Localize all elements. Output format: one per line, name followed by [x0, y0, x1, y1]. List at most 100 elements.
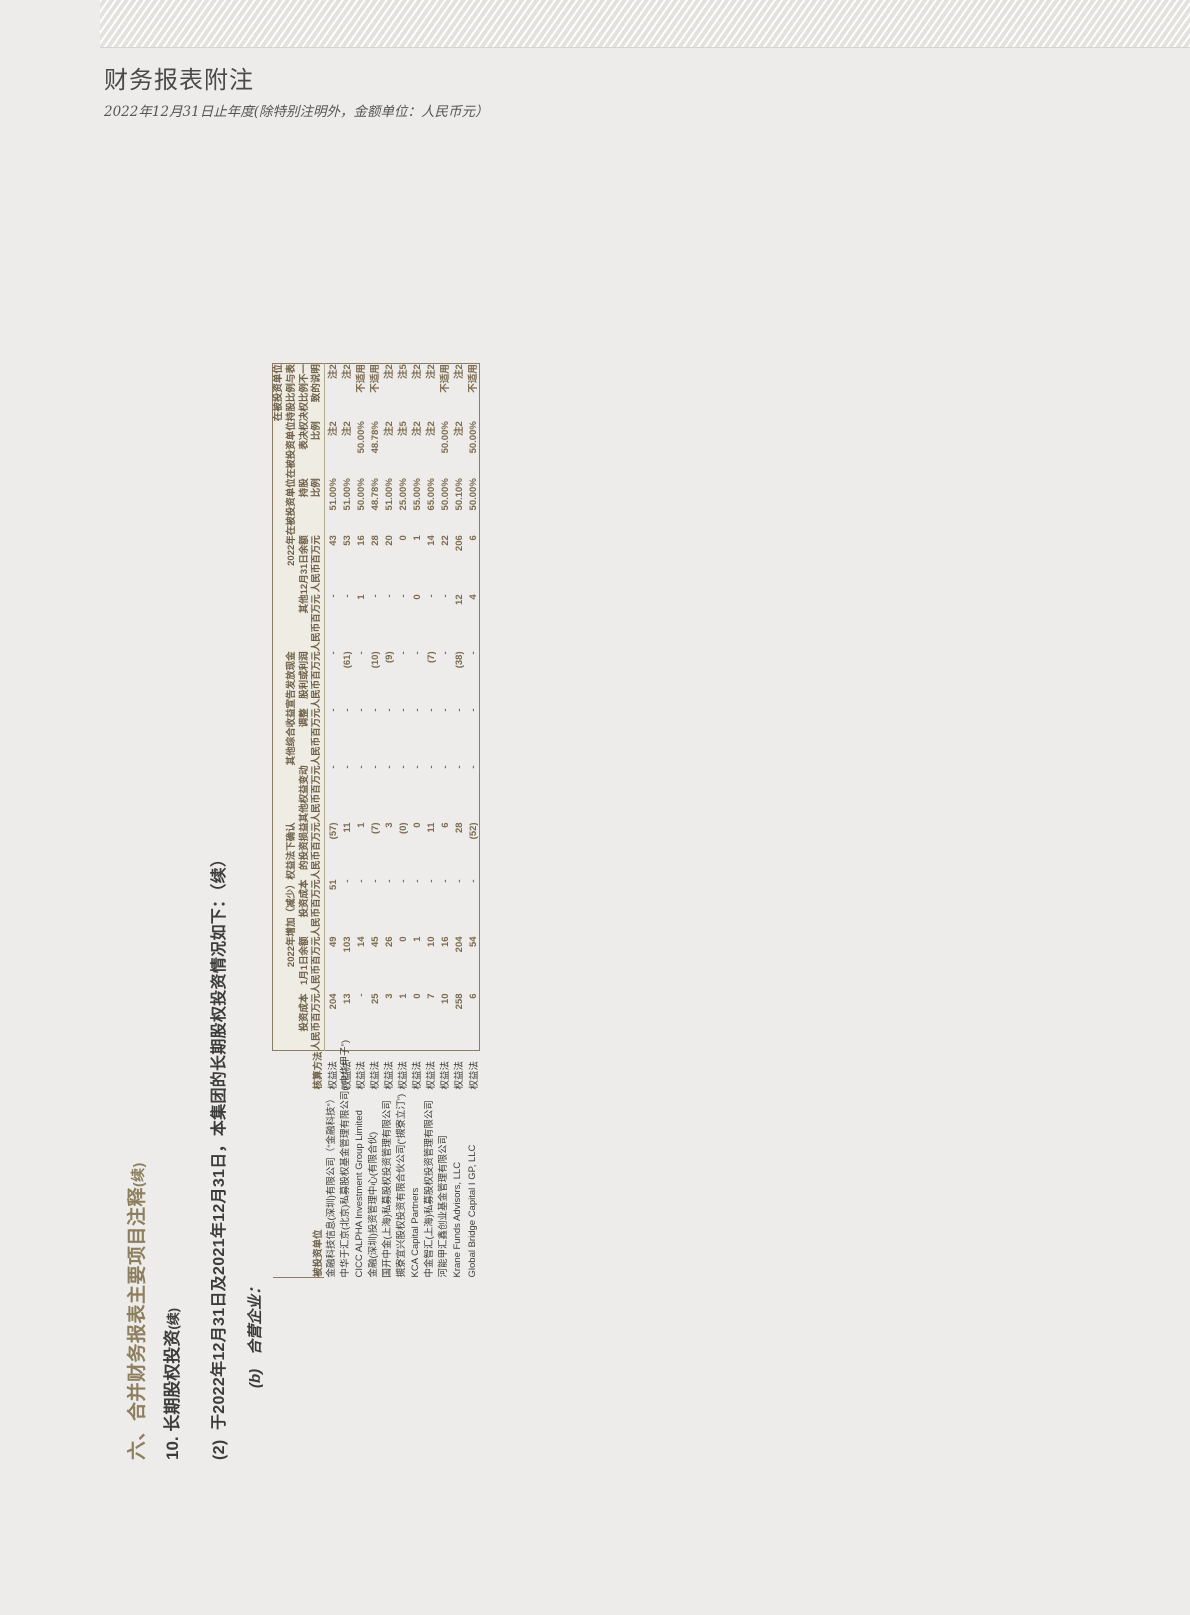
- cell-oci: -: [370, 708, 382, 712]
- col-header-other-unit: 人民币百万元: [311, 594, 323, 652]
- cell-accounting-method: 权益法: [328, 1060, 340, 1090]
- cell-discrepancy-note: 注2: [451, 363, 466, 422]
- cell-shareholding: 48.78%: [370, 478, 382, 511]
- cell-discrepancy-note: 不适用: [437, 363, 452, 422]
- col-header-closing-unit: 人民币百万元: [311, 535, 323, 593]
- cell-other-equity: -: [370, 765, 382, 769]
- cell-voting: 50.00%: [356, 421, 368, 454]
- cell-change: -: [398, 879, 410, 883]
- cell-voting: 注2: [454, 421, 466, 436]
- cell-oci: -: [384, 708, 396, 712]
- cell-other-equity: -: [465, 765, 480, 823]
- cell-shareholding: 50.00%: [465, 478, 480, 536]
- cell-change: 51: [328, 879, 340, 891]
- note-block-heading: (b) 合营企业：: [244, 1280, 265, 1388]
- col-header-shareholding: 在被投资单位 持股 比例: [272, 478, 325, 536]
- cell-voting: 48.78%: [370, 421, 382, 454]
- table-row: 国开中金(上海)私募股权投资管理有限公司 权益法 3 26 - 3 - - (9) - 20 51.0…: [381, 363, 396, 1278]
- cell-cost: 7: [423, 993, 438, 1051]
- table-row: 金融(深圳)投资管理中心(有限合伙) 权益法 25 45 - (7) - - (10) - 28 48…: [367, 363, 382, 1278]
- table-row: Krane Funds Advisors, LLC 权益法 258 204 - 28 - - (…: [451, 363, 466, 1278]
- cell-closing: 206: [454, 535, 466, 552]
- cell-voting: 注5: [398, 421, 410, 436]
- col-header-dividend-l3: 股利或利润: [298, 651, 310, 699]
- col-header-voting-l1: 在被投资单位: [285, 421, 297, 479]
- col-header-other-equity: 其他权益变动 人民币百万元: [272, 765, 325, 823]
- cell-profit: (0): [398, 822, 410, 835]
- cell-investee-name: 中华于汇京(北京)私募股权基金管理有限公司(“中华甲子”): [340, 1040, 352, 1278]
- col-header-cost-unit: 人民币百万元: [311, 993, 323, 1051]
- cell-change: -: [426, 879, 438, 883]
- cell-dividend: -: [356, 651, 368, 655]
- cell-accounting-method: 权益法: [440, 1060, 452, 1090]
- col-header-change-l1: 增加（减少）: [285, 879, 297, 937]
- cell-other-equity: -: [412, 765, 424, 769]
- cell-investee-name: Krane Funds Advisors, LLC: [452, 1161, 464, 1278]
- note-block-title: 合营企业：: [247, 1279, 264, 1355]
- note-item-heading: 10. 长期股权投资(续): [158, 1308, 183, 1460]
- cell-investee-name: KCA Capital Partners: [410, 1187, 422, 1278]
- col-header-discrepancy-note: 在被投资单位 持股比例与表 决权比例不一 致的说明: [272, 363, 325, 422]
- cell-other: -: [384, 594, 396, 598]
- note-sub-number: (2): [211, 1439, 228, 1460]
- cell-other: 0: [412, 594, 424, 600]
- col-header-other: 其他 人民币百万元: [272, 594, 325, 652]
- col-header-closing-l1: 2022年: [285, 535, 297, 566]
- cell-closing: 22: [440, 535, 452, 546]
- cell-dividend: -: [328, 651, 340, 655]
- cell-oci: -: [398, 708, 410, 712]
- cell-other: -: [342, 594, 354, 598]
- col-header-profit: 权益法下确认 的投资损益 人民币百万元: [272, 822, 325, 880]
- col-header-dividend-unit: 人民币百万元: [311, 651, 323, 709]
- cell-shareholding: 65.00%: [426, 478, 438, 511]
- note-sub-title: 于2022年12月31日及2021年12月31日，本集团的长期股权投资情况如下：…: [211, 850, 228, 1431]
- cell-closing: 53: [342, 535, 354, 546]
- cell-cost: 3: [381, 993, 396, 1051]
- cell-shareholding: 50.00%: [356, 478, 368, 511]
- cell-accounting-method: 权益法: [356, 1060, 368, 1090]
- cell-investee-name: 中金智汇(上海)私募股权投资管理有限公司: [424, 1100, 436, 1278]
- cell-change: -: [454, 879, 466, 883]
- table-header: 被投资单位 核算方法 投资成本 人民币百万元 2022年 1月1日余额 人民币百…: [272, 363, 325, 1278]
- cell-investee-name: Global Bridge Capital I GP, LLC: [466, 1144, 478, 1278]
- cell-discrepancy-note: 注2: [339, 363, 354, 422]
- table-row: 中金智汇(上海)私募股权投资管理有限公司 权益法 7 10 - 11 - - (7) - 14 65.…: [423, 363, 438, 1278]
- decorative-hatch-band: [100, 0, 1190, 48]
- cell-dividend: (7): [426, 651, 438, 663]
- col-header-opening: 2022年 1月1日余额 人民币百万元: [272, 936, 325, 994]
- cell-dividend: (61): [342, 651, 354, 669]
- note-item-title: 长期股权投资: [163, 1329, 182, 1432]
- cell-voting: 注2: [384, 421, 396, 436]
- cell-closing: 43: [328, 535, 340, 546]
- cell-investee-name: 金融科技信息(深圳)有限公司（“金融科技”）: [326, 1093, 338, 1278]
- cell-oci: -: [328, 708, 340, 712]
- cell-cost: 6: [465, 993, 480, 1051]
- cell-other-equity: -: [440, 765, 452, 769]
- running-head-title: 财务报表附注: [104, 66, 254, 94]
- table-row: 河能甲汇鑫创业基金管理有限公司 权益法 10 16 - 6 - - - - 22 50.00% 50.0…: [437, 363, 452, 1278]
- cell-profit: 3: [384, 822, 396, 828]
- cell-accounting-method: 权益法: [370, 1060, 382, 1090]
- cell-opening: 26: [384, 936, 396, 948]
- col-header-profit-unit: 人民币百万元: [311, 822, 323, 880]
- table-row: 金融科技信息(深圳)有限公司（“金融科技”） 权益法 204 49 51 (57) - - - -…: [324, 363, 340, 1278]
- cell-closing: 16: [356, 535, 368, 546]
- cell-profit: (7): [370, 822, 382, 835]
- cell-voting: 50.00%: [465, 421, 480, 479]
- cell-discrepancy-note: 注2: [324, 363, 340, 422]
- col-header-opening-unit: 人民币百万元: [311, 936, 323, 994]
- cell-accounting-method: 权益法: [468, 1060, 480, 1090]
- cell-discrepancy-note: 不适用: [465, 363, 480, 422]
- table-row: 中华于汇京(北京)私募股权基金管理有限公司(“中华甲子”) 权益法 13 103-11…: [339, 363, 354, 1278]
- cell-cost: 0: [409, 993, 424, 1051]
- col-header-change-l3: 投资成本: [298, 879, 310, 918]
- cell-voting: 注2: [328, 421, 340, 436]
- cell-oci: -: [412, 708, 424, 712]
- cell-discrepancy-note: 注5: [395, 363, 410, 422]
- cell-other-equity: -: [426, 765, 438, 769]
- cell-investee-name: 国开中金(上海)私募股权投资管理有限公司: [382, 1100, 394, 1278]
- cell-discrepancy-note: 注2: [381, 363, 396, 422]
- col-header-discrepancy-l3: 决权比例不一: [298, 364, 310, 422]
- cell-investee-name: 金融(深圳)投资管理中心(有限合伙): [368, 1131, 380, 1278]
- cell-profit: 28: [454, 822, 466, 833]
